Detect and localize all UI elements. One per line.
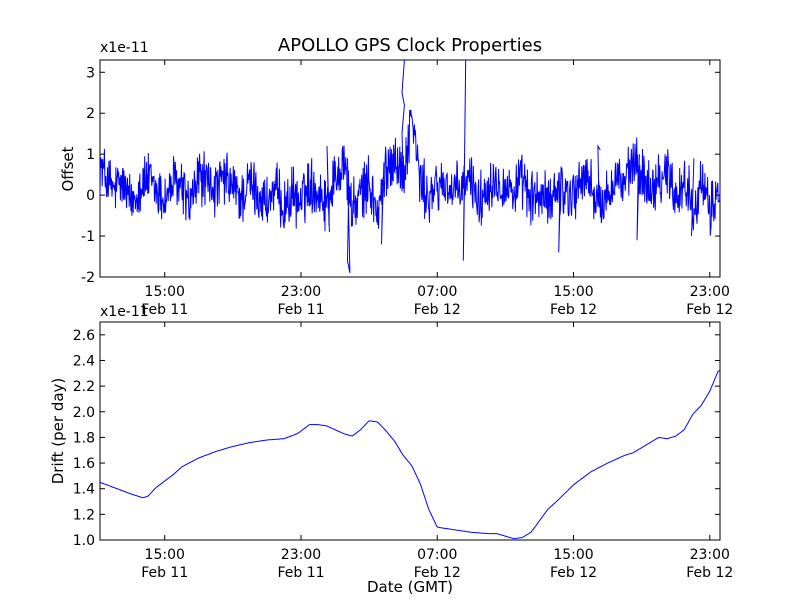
offset-xtick-date: Feb 12 bbox=[686, 302, 733, 318]
offset-ytick-label: -2 bbox=[81, 270, 95, 286]
offset-panel: x1e-11 Offset -2 -1 0 1 2 3 15:00 Feb 11 23:00 F… bbox=[59, 40, 733, 318]
offset-xtick-time: 15:00 bbox=[145, 284, 185, 300]
drift-scale-label: x1e-11 bbox=[100, 304, 149, 320]
offset-spike bbox=[558, 166, 562, 253]
offset-spike bbox=[381, 162, 385, 245]
drift-ylabel: Drift (per day) bbox=[49, 378, 67, 485]
offset-ytick-label: 1 bbox=[86, 147, 95, 163]
chart-title: APOLLO GPS Clock Properties bbox=[278, 35, 542, 56]
offset-ytick-label: 2 bbox=[86, 106, 95, 122]
offset-xtick-time: 23:00 bbox=[281, 284, 321, 300]
drift-xtick-date: Feb 12 bbox=[414, 565, 461, 581]
drift-ytick-label: 1.6 bbox=[73, 456, 95, 472]
offset-xtick-date: Feb 12 bbox=[414, 302, 461, 318]
offset-xtick-time: 07:00 bbox=[417, 284, 457, 300]
offset-ylabel: Offset bbox=[59, 146, 77, 191]
offset-scale-label: x1e-11 bbox=[100, 40, 149, 56]
x-axis-label: Date (GMT) bbox=[367, 578, 453, 596]
drift-axes-frame bbox=[99, 321, 721, 541]
drift-xtick-date: Feb 12 bbox=[686, 565, 733, 581]
offset-xtick-time: 23:00 bbox=[690, 284, 730, 300]
offset-xtick-time: 15:00 bbox=[553, 284, 593, 300]
offset-spike bbox=[636, 154, 640, 241]
offset-spike bbox=[346, 158, 351, 273]
drift-xtick-date: Feb 11 bbox=[141, 565, 188, 581]
drift-xtick-time: 23:00 bbox=[690, 547, 730, 563]
drift-xtick-time: 15:00 bbox=[553, 547, 593, 563]
offset-series-line bbox=[99, 109, 721, 236]
drift-ytick-label: 2.6 bbox=[73, 328, 95, 344]
offset-spike bbox=[597, 144, 601, 208]
drift-xtick-date: Feb 12 bbox=[550, 565, 597, 581]
offset-ytick-label: 0 bbox=[86, 188, 95, 204]
drift-xtick-time: 07:00 bbox=[417, 547, 457, 563]
offset-spike bbox=[691, 158, 695, 237]
offset-spike bbox=[401, 59, 405, 179]
drift-ytick-label: 1.8 bbox=[73, 430, 95, 446]
offset-spike bbox=[326, 145, 330, 233]
drift-ytick-label: 1.4 bbox=[73, 482, 95, 498]
offset-ytick-label: 3 bbox=[86, 65, 95, 81]
drift-ytick-label: 2.4 bbox=[73, 353, 95, 369]
offset-spike bbox=[462, 59, 467, 261]
offset-xtick-date: Feb 11 bbox=[141, 302, 188, 318]
drift-ytick-label: 1.2 bbox=[73, 507, 95, 523]
offset-ytick-label: -1 bbox=[81, 229, 95, 245]
drift-xtick-time: 15:00 bbox=[145, 547, 185, 563]
drift-panel: x1e-11 Drift (per day) 1.0 1.2 1.4 1.6 1.8 2.… bbox=[49, 304, 733, 581]
drift-xtick-date: Feb 11 bbox=[277, 565, 324, 581]
drift-xtick-time: 23:00 bbox=[281, 547, 321, 563]
offset-xtick-date: Feb 12 bbox=[550, 302, 597, 318]
offset-xtick-date: Feb 11 bbox=[277, 302, 324, 318]
drift-ytick-label: 1.0 bbox=[73, 533, 95, 549]
drift-ytick-label: 2.0 bbox=[73, 405, 95, 421]
offset-axes-frame bbox=[99, 59, 721, 278]
drift-series-line bbox=[99, 370, 720, 540]
drift-ytick-label: 2.2 bbox=[73, 379, 95, 395]
